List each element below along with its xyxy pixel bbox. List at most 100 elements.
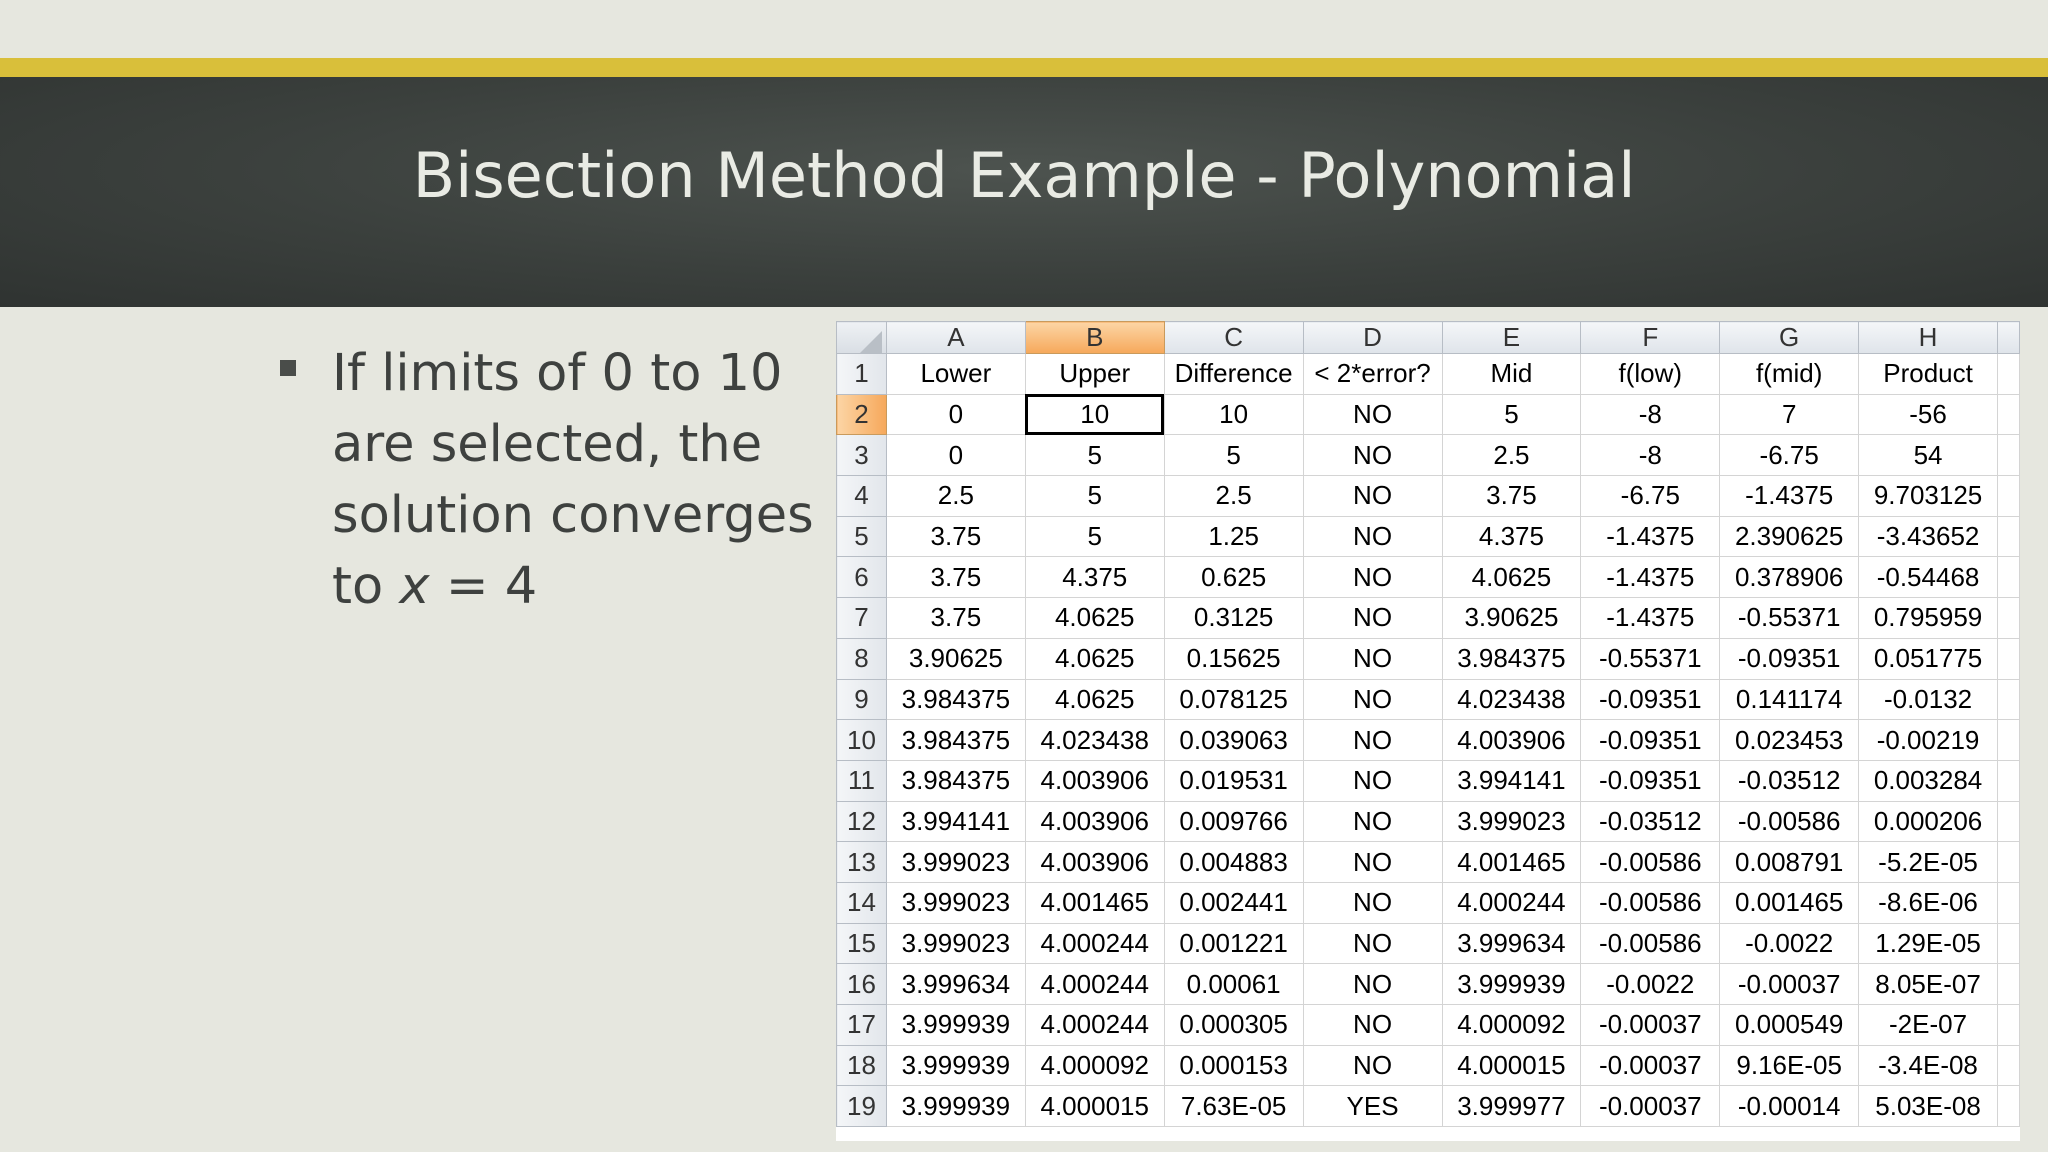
- table-cell[interactable]: 4.0625: [1441, 556, 1582, 599]
- table-cell[interactable]: 3.90625: [885, 637, 1026, 680]
- table-cell[interactable]: NO: [1302, 393, 1443, 436]
- table-cell[interactable]: 3.75: [1441, 475, 1582, 517]
- table-cell[interactable]: -1.4375: [1580, 556, 1721, 599]
- table-cell[interactable]: -0.03512: [1719, 759, 1860, 802]
- select-all-corner[interactable]: [836, 321, 887, 354]
- row-header[interactable]: 9: [836, 678, 887, 721]
- table-cell[interactable]: NO: [1302, 1004, 1443, 1046]
- table-cell[interactable]: NO: [1302, 841, 1443, 883]
- table-cell[interactable]: 8.05E-07: [1858, 963, 1998, 1005]
- table-cell[interactable]: -0.09351: [1580, 719, 1721, 761]
- empty-cell[interactable]: [1996, 719, 2020, 761]
- empty-cell[interactable]: [1996, 881, 2020, 924]
- empty-cell[interactable]: [1996, 556, 2020, 599]
- table-cell[interactable]: 5: [1024, 434, 1165, 477]
- column-header-d[interactable]: D: [1302, 321, 1443, 354]
- table-cell[interactable]: 3.999634: [1441, 922, 1582, 965]
- table-cell[interactable]: 4.375: [1024, 556, 1165, 599]
- row-header[interactable]: 5: [836, 515, 887, 558]
- table-cell[interactable]: 0.039063: [1163, 719, 1304, 761]
- table-cell[interactable]: 0.625: [1163, 556, 1304, 599]
- table-cell[interactable]: 3.999634: [885, 963, 1026, 1005]
- table-cell[interactable]: 5.03E-08: [1858, 1085, 1998, 1128]
- table-cell[interactable]: 3.999939: [1441, 963, 1582, 1005]
- table-cell[interactable]: 0.078125: [1163, 678, 1304, 721]
- empty-cell[interactable]: [1996, 1085, 2020, 1128]
- table-cell[interactable]: 4.003906: [1024, 800, 1165, 843]
- table-cell[interactable]: 9.703125: [1858, 475, 1998, 517]
- table-cell[interactable]: 4.001465: [1024, 881, 1165, 924]
- table-cell[interactable]: 3.999023: [1441, 800, 1582, 843]
- row-header[interactable]: 17: [836, 1004, 887, 1046]
- table-cell[interactable]: 0.000305: [1163, 1004, 1304, 1046]
- table-cell[interactable]: -0.00586: [1580, 881, 1721, 924]
- header-cell[interactable]: f(mid): [1719, 353, 1860, 395]
- table-cell[interactable]: 0.023453: [1719, 719, 1860, 761]
- table-cell[interactable]: 4.000092: [1024, 1044, 1165, 1087]
- table-cell[interactable]: -0.00037: [1580, 1004, 1721, 1046]
- header-cell[interactable]: Upper: [1024, 353, 1165, 395]
- table-cell[interactable]: NO: [1302, 475, 1443, 517]
- table-cell[interactable]: 0.001221: [1163, 922, 1304, 965]
- table-cell[interactable]: YES: [1302, 1085, 1443, 1128]
- table-cell[interactable]: 9.16E-05: [1719, 1044, 1860, 1087]
- table-cell[interactable]: 3.994141: [885, 800, 1026, 843]
- table-cell[interactable]: 0.000153: [1163, 1044, 1304, 1087]
- row-header[interactable]: 2: [836, 393, 887, 436]
- table-cell[interactable]: -0.0022: [1580, 963, 1721, 1005]
- table-cell[interactable]: 2.5: [1441, 434, 1582, 477]
- row-header[interactable]: 3: [836, 434, 887, 477]
- table-cell[interactable]: 0: [885, 434, 1026, 477]
- table-cell[interactable]: 3.999939: [885, 1085, 1026, 1128]
- table-cell[interactable]: -0.00037: [1580, 1085, 1721, 1128]
- table-cell[interactable]: -0.00586: [1580, 922, 1721, 965]
- table-cell[interactable]: 0.000549: [1719, 1004, 1860, 1046]
- table-cell[interactable]: 0.002441: [1163, 881, 1304, 924]
- table-cell[interactable]: -6.75: [1580, 475, 1721, 517]
- column-header-h[interactable]: H: [1858, 321, 1998, 354]
- table-cell[interactable]: 3.999939: [885, 1004, 1026, 1046]
- row-header[interactable]: 6: [836, 556, 887, 599]
- table-cell[interactable]: -3.4E-08: [1858, 1044, 1998, 1087]
- empty-cell[interactable]: [1996, 637, 2020, 680]
- empty-cell[interactable]: [1996, 475, 2020, 517]
- header-cell[interactable]: < 2*error?: [1302, 353, 1443, 395]
- empty-cell[interactable]: [1996, 515, 2020, 558]
- table-cell[interactable]: 0.009766: [1163, 800, 1304, 843]
- row-header[interactable]: 14: [836, 881, 887, 924]
- row-header[interactable]: 15: [836, 922, 887, 965]
- table-cell[interactable]: 3.999023: [885, 841, 1026, 883]
- table-cell[interactable]: -0.55371: [1719, 597, 1860, 639]
- table-cell[interactable]: 3.984375: [885, 759, 1026, 802]
- table-cell[interactable]: -0.00037: [1580, 1044, 1721, 1087]
- header-cell[interactable]: Product: [1858, 353, 1998, 395]
- table-cell[interactable]: 3.994141: [1441, 759, 1582, 802]
- table-cell[interactable]: 5: [1441, 393, 1582, 436]
- table-cell[interactable]: 7.63E-05: [1163, 1085, 1304, 1128]
- table-cell[interactable]: 0.001465: [1719, 881, 1860, 924]
- table-cell[interactable]: 4.003906: [1441, 719, 1582, 761]
- table-cell[interactable]: -0.54468: [1858, 556, 1998, 599]
- table-cell[interactable]: 4.000244: [1024, 1004, 1165, 1046]
- table-cell[interactable]: 3.999023: [885, 922, 1026, 965]
- row-header[interactable]: 11: [836, 759, 887, 802]
- table-cell[interactable]: 0.15625: [1163, 637, 1304, 680]
- table-cell[interactable]: 4.023438: [1024, 719, 1165, 761]
- table-cell[interactable]: NO: [1302, 963, 1443, 1005]
- table-cell[interactable]: -8: [1580, 393, 1721, 436]
- table-cell[interactable]: -1.4375: [1719, 475, 1860, 517]
- row-header[interactable]: 1: [836, 353, 887, 395]
- table-cell[interactable]: 3.75: [885, 515, 1026, 558]
- table-cell[interactable]: 0.378906: [1719, 556, 1860, 599]
- table-cell[interactable]: NO: [1302, 881, 1443, 924]
- empty-cell[interactable]: [1996, 393, 2020, 436]
- header-cell[interactable]: Mid: [1441, 353, 1582, 395]
- table-cell[interactable]: NO: [1302, 515, 1443, 558]
- table-cell[interactable]: 4.000015: [1024, 1085, 1165, 1128]
- table-cell[interactable]: 0.141174: [1719, 678, 1860, 721]
- table-cell[interactable]: 0.008791: [1719, 841, 1860, 883]
- table-cell[interactable]: 3.984375: [885, 719, 1026, 761]
- table-cell[interactable]: -1.4375: [1580, 515, 1721, 558]
- table-cell[interactable]: NO: [1302, 597, 1443, 639]
